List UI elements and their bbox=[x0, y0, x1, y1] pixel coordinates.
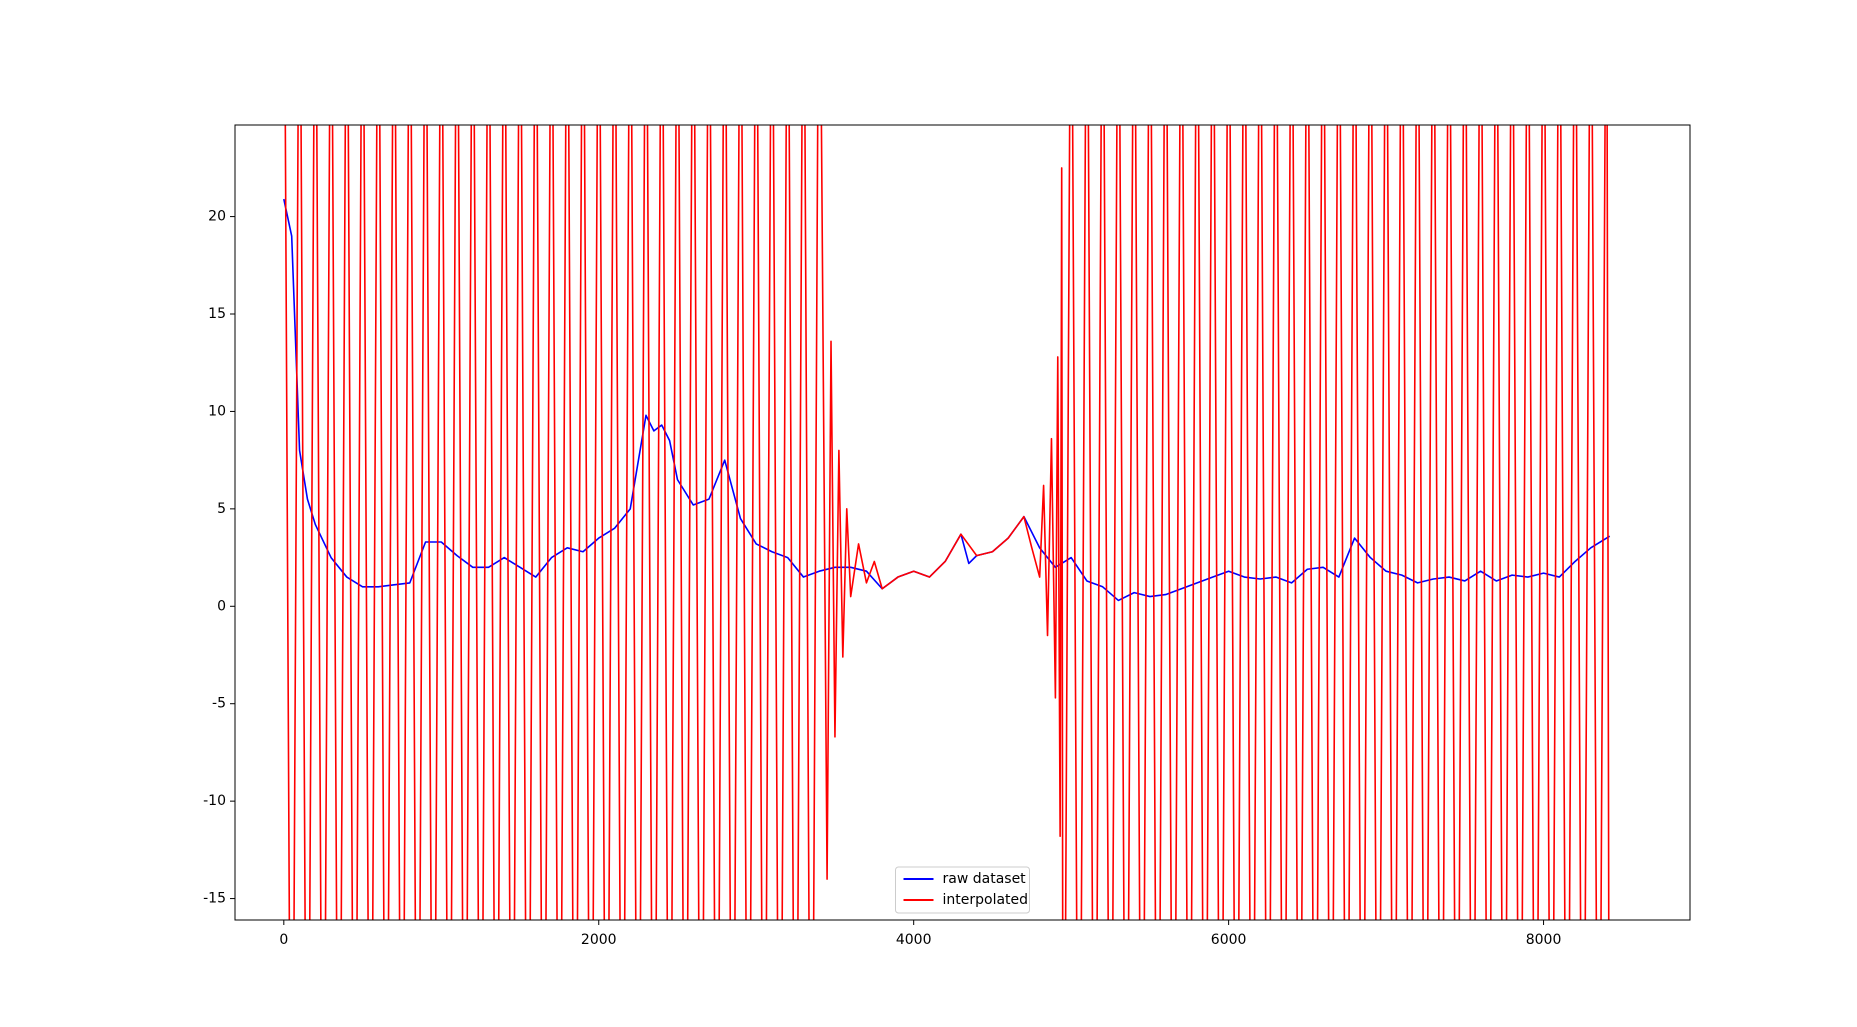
data-line bbox=[284, 125, 1610, 920]
y-tick-label: 15 bbox=[208, 306, 226, 322]
y-tick-label: -10 bbox=[203, 793, 226, 809]
y-tick-label: 0 bbox=[217, 598, 226, 614]
plot-area bbox=[283, 125, 1611, 920]
y-tick-label: -5 bbox=[212, 696, 226, 712]
x-tick-label: 6000 bbox=[1211, 932, 1247, 948]
y-tick-label: 10 bbox=[208, 403, 226, 419]
legend-label: interpolated bbox=[943, 892, 1029, 908]
data-line bbox=[283, 198, 1611, 602]
x-tick-label: 2000 bbox=[581, 932, 617, 948]
x-tick-label: 0 bbox=[279, 932, 288, 948]
y-tick-label: 20 bbox=[208, 209, 226, 225]
x-tick-label: 8000 bbox=[1526, 932, 1562, 948]
x-tick-label: 4000 bbox=[896, 932, 932, 948]
legend-label: raw dataset bbox=[943, 871, 1027, 887]
y-tick-label: -15 bbox=[203, 891, 226, 907]
axes-frame bbox=[234, 124, 1691, 921]
y-tick-label: 5 bbox=[217, 501, 226, 517]
